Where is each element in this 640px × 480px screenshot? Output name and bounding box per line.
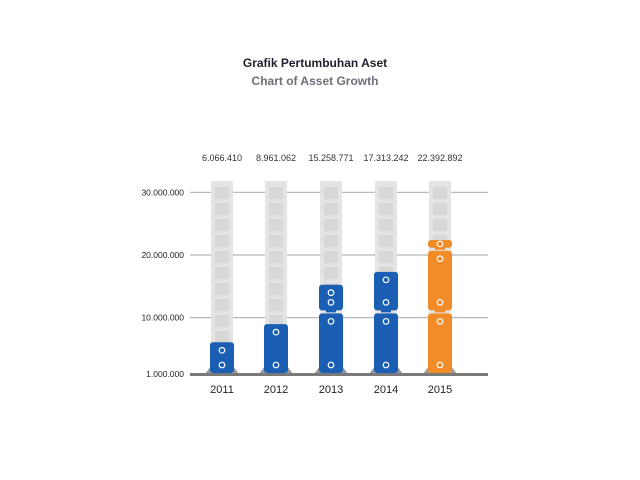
track-rung [215, 299, 229, 311]
x-tick-label: 2014 [374, 384, 398, 396]
x-tick-label: 2015 [428, 384, 452, 396]
baseline [190, 373, 488, 376]
x-tick-label: 2012 [264, 384, 288, 396]
track-rung [215, 267, 229, 279]
track-rung [269, 267, 283, 279]
bar-marker [436, 255, 444, 263]
bar-marker [436, 240, 444, 248]
track-foot-left [314, 366, 320, 374]
bar-marker [327, 298, 335, 306]
track-rung [324, 187, 338, 199]
bar-marker [327, 361, 335, 369]
bar-segment [374, 271, 398, 311]
y-tick-label: 10.000.000 [141, 313, 184, 323]
bar-segment [264, 324, 288, 373]
value-label: 17.313.242 [363, 153, 408, 163]
track-rung [324, 251, 338, 263]
track-rung [215, 283, 229, 295]
track-rung [215, 331, 229, 343]
bar-marker [436, 317, 444, 325]
track-rung [324, 235, 338, 247]
chart-title: Grafik Pertumbuhan Aset [242, 56, 388, 70]
track-foot-right [287, 366, 293, 374]
track-foot-left [423, 366, 429, 374]
bar-marker [382, 361, 390, 369]
track-foot-left [205, 366, 211, 374]
track-rung [379, 251, 393, 263]
value-label: 15.258.771 [308, 153, 353, 163]
value-label: 22.392.892 [417, 153, 462, 163]
bar-segment [319, 313, 343, 373]
track-rung [269, 251, 283, 263]
track-rung [379, 235, 393, 247]
track-foot-right [233, 366, 239, 374]
y-tick-label: 30.000.000 [141, 187, 184, 197]
track-rung [433, 187, 447, 199]
track-rung [269, 235, 283, 247]
track-rung [269, 219, 283, 231]
track-rung [269, 315, 283, 327]
track-rung [215, 251, 229, 263]
bar-marker [272, 328, 280, 336]
bar-segment [428, 313, 452, 373]
track-foot-left [259, 366, 265, 374]
bar-segment [210, 342, 234, 373]
track-rung [269, 299, 283, 311]
track-rung [324, 267, 338, 279]
track-rung [379, 203, 393, 215]
track-foot-right [451, 366, 457, 374]
bar-segment [428, 250, 452, 311]
track-rung [215, 203, 229, 215]
value-label: 8.961.062 [256, 153, 296, 163]
bar-marker [436, 361, 444, 369]
track-rung [379, 187, 393, 199]
bar-segment [319, 284, 343, 311]
track-foot-right [342, 366, 348, 374]
track-rung [433, 203, 447, 215]
x-tick-label: 2013 [319, 384, 343, 396]
track-rung [269, 187, 283, 199]
chart-subtitle: Chart of Asset Growth [251, 74, 379, 88]
track-foot-left [369, 366, 375, 374]
bar-marker [382, 317, 390, 325]
track-rung [215, 219, 229, 231]
bar-marker [218, 361, 226, 369]
track-rung [269, 283, 283, 295]
track-rung [269, 203, 283, 215]
track-rung [324, 219, 338, 231]
x-tick-label: 2011 [210, 384, 234, 396]
value-label: 6.066.410 [202, 153, 242, 163]
track-rung [324, 203, 338, 215]
track-rung [215, 315, 229, 327]
bar-marker [382, 298, 390, 306]
track-rung [433, 219, 447, 231]
bar-marker [218, 346, 226, 354]
track-rung [215, 187, 229, 199]
bar-marker [272, 361, 280, 369]
track-rung [215, 235, 229, 247]
bar-marker [327, 317, 335, 325]
track-rung [379, 219, 393, 231]
bar-marker [327, 289, 335, 297]
y-tick-label: 1.000.000 [146, 369, 184, 379]
track-foot-right [397, 366, 403, 374]
bar-segment [428, 240, 452, 248]
bar-segment [374, 313, 398, 373]
bar-marker [436, 298, 444, 306]
y-tick-label: 20.000.000 [141, 250, 184, 260]
bar-marker [382, 276, 390, 284]
